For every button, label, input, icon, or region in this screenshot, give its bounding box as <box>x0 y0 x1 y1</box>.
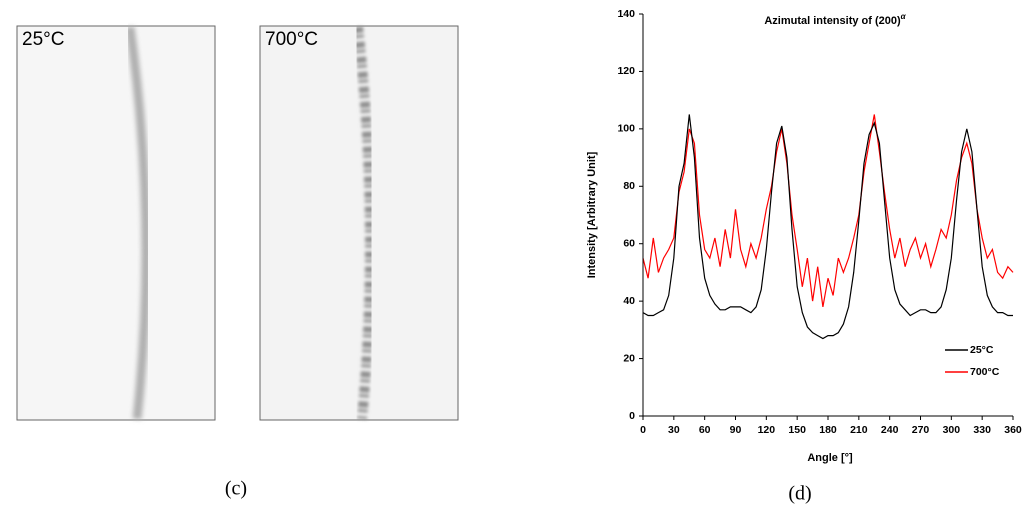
y-tick-label: 20 <box>623 352 635 364</box>
x-tick-label: 150 <box>788 424 806 436</box>
legend-label: 700°C <box>970 366 1000 378</box>
image-label: 25°C <box>22 29 64 50</box>
x-tick-label: 330 <box>973 424 991 436</box>
image-frame <box>259 25 459 421</box>
y-tick-label: 0 <box>629 410 635 422</box>
diffraction-ring <box>125 26 151 420</box>
plot: 0 20 40 60 80 100 120 140 0 30 60 90 120 150 180 210 240… <box>617 8 1021 436</box>
x-tick-label: 0 <box>640 424 646 436</box>
x-tick-label: 240 <box>881 424 899 436</box>
x-tick-label: 210 <box>850 424 868 436</box>
chart-title: Azimutal intensity of (200)α <box>764 12 906 27</box>
y-tick-label: 100 <box>617 123 635 135</box>
panel-label: (d) <box>788 483 811 505</box>
x-tick-label: 180 <box>819 424 837 436</box>
x-tick-label: 360 <box>1004 424 1022 436</box>
x-tick-label: 60 <box>699 424 711 436</box>
legend-label: 25°C <box>970 344 994 356</box>
title-text: Azimutal intensity of (200) <box>764 15 901 27</box>
x-axis-label: Angle [°] <box>807 452 853 464</box>
series-line <box>642 114 1013 340</box>
y-tick-label: 40 <box>623 295 635 307</box>
image-700c: 700°C <box>259 25 459 421</box>
image-frame <box>16 25 216 421</box>
diffraction-ring <box>353 26 376 420</box>
series-line <box>642 114 1014 308</box>
panel-label: (c) <box>225 478 247 500</box>
y-tick-label: 80 <box>623 180 635 192</box>
y-tick-label: 60 <box>623 237 635 249</box>
x-tick-label: 90 <box>730 424 742 436</box>
title-superscript: α <box>901 12 907 21</box>
y-tick-label: 140 <box>617 8 635 20</box>
image-label: 700°C <box>265 29 318 50</box>
y-axis-label: Intensity [Arbitrary Unit] <box>586 151 598 278</box>
x-tick-label: 270 <box>912 424 930 436</box>
x-tick-label: 300 <box>943 424 961 436</box>
image-25c: 25°C <box>16 25 216 421</box>
x-tick-label: 120 <box>758 424 776 436</box>
y-tick-label: 120 <box>617 65 635 77</box>
x-tick-label: 30 <box>668 424 680 436</box>
